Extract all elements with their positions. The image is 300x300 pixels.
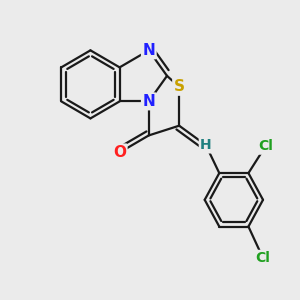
Text: Cl: Cl xyxy=(256,251,271,265)
Text: O: O xyxy=(113,145,126,160)
Text: Cl: Cl xyxy=(258,140,273,153)
Text: H: H xyxy=(200,138,212,152)
Text: S: S xyxy=(174,79,185,94)
Text: N: N xyxy=(142,94,155,109)
Text: N: N xyxy=(142,43,155,58)
